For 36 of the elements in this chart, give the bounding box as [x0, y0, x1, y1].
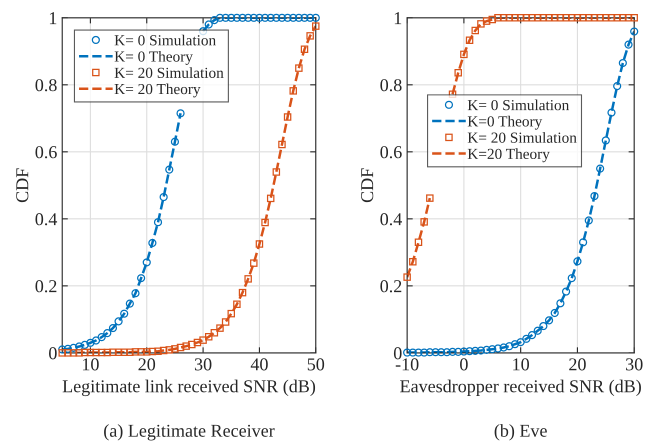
x-tick-label: 0 — [460, 358, 468, 370]
y-tick-label: 0.4 — [35, 213, 58, 226]
y-axis-title: CDF — [16, 168, 28, 202]
x-axis-title: Eavesdropper received SNR (dB) — [400, 380, 641, 396]
y-tick-label: 0 — [394, 347, 402, 360]
x-tick-label: -10 — [396, 358, 418, 370]
legend-label: K= 0 Simulation — [468, 100, 570, 110]
y-tick-label: 0.8 — [380, 79, 402, 92]
y-tick-label: 0.4 — [380, 213, 402, 226]
x-axis-title: Legitimate link received SNR (dB) — [62, 380, 316, 396]
x-tick-label: 30 — [626, 358, 643, 370]
y-tick-label: 0.8 — [35, 79, 57, 92]
x-tick-label: 40 — [250, 358, 268, 370]
y-tick-label: 0.6 — [35, 146, 57, 158]
legend-label: K=0 Theory — [468, 116, 542, 130]
y-tick-label: 0 — [49, 347, 57, 360]
text: (a) Legitimate Receiver — [104, 424, 275, 441]
x-tick-label: 50 — [308, 358, 324, 370]
y-tick-label: 1 — [50, 12, 56, 24]
legend-label: K=20 Theory — [468, 148, 550, 162]
y-tick-label: 0.2 — [380, 280, 402, 292]
legend-label: K= 0 Theory — [114, 50, 193, 65]
text: (b) Eve — [494, 424, 547, 440]
y-tick-label: 0.6 — [380, 146, 402, 158]
x-tick-label: 10 — [82, 358, 99, 370]
legend-label: K= 20 Simulation — [468, 132, 577, 143]
legend-label: K= 0 Simulation — [114, 34, 216, 46]
y-axis-title: CDF — [361, 168, 374, 202]
x-tick-label: 20 — [569, 358, 586, 370]
y-tick-label: 0.2 — [35, 280, 56, 292]
legend-label: K= 20 Simulation — [114, 67, 224, 78]
legend-label: K= 20 Theory — [114, 83, 201, 98]
x-tick-label: 10 — [513, 358, 529, 370]
y-tick-label: 1 — [394, 12, 402, 24]
x-tick-label: 30 — [194, 358, 212, 370]
x-tick-label: 20 — [138, 358, 156, 370]
